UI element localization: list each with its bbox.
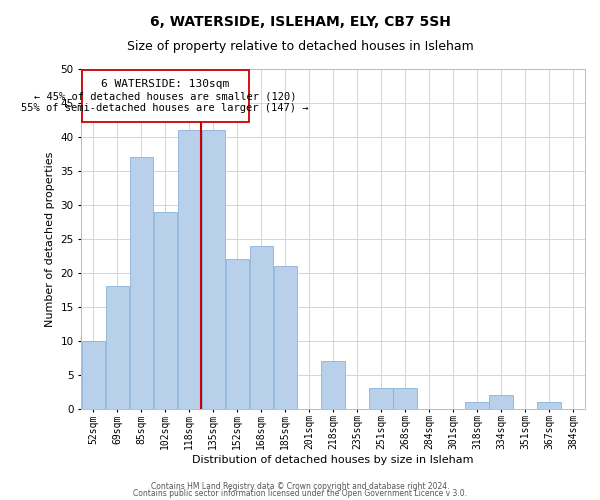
FancyBboxPatch shape <box>82 70 248 122</box>
Text: Size of property relative to detached houses in Isleham: Size of property relative to detached ho… <box>127 40 473 53</box>
Text: 6 WATERSIDE: 130sqm: 6 WATERSIDE: 130sqm <box>101 79 229 89</box>
Text: 55% of semi-detached houses are larger (147) →: 55% of semi-detached houses are larger (… <box>22 104 309 114</box>
Bar <box>274 266 297 408</box>
Bar <box>130 158 153 408</box>
Bar <box>394 388 417 408</box>
Bar <box>466 402 488 408</box>
Bar <box>250 246 273 408</box>
Bar <box>538 402 560 408</box>
Y-axis label: Number of detached properties: Number of detached properties <box>45 151 55 326</box>
Text: Contains public sector information licensed under the Open Government Licence v : Contains public sector information licen… <box>133 489 467 498</box>
Bar <box>178 130 201 408</box>
Bar <box>322 361 345 408</box>
Bar <box>154 212 177 408</box>
Bar <box>226 259 249 408</box>
Bar <box>106 286 129 408</box>
Text: Contains HM Land Registry data © Crown copyright and database right 2024.: Contains HM Land Registry data © Crown c… <box>151 482 449 491</box>
Text: 6, WATERSIDE, ISLEHAM, ELY, CB7 5SH: 6, WATERSIDE, ISLEHAM, ELY, CB7 5SH <box>149 15 451 29</box>
Bar <box>370 388 393 408</box>
Bar <box>490 395 512 408</box>
Bar <box>82 340 105 408</box>
X-axis label: Distribution of detached houses by size in Isleham: Distribution of detached houses by size … <box>193 455 474 465</box>
Text: ← 45% of detached houses are smaller (120): ← 45% of detached houses are smaller (12… <box>34 91 296 101</box>
Bar <box>202 130 225 408</box>
